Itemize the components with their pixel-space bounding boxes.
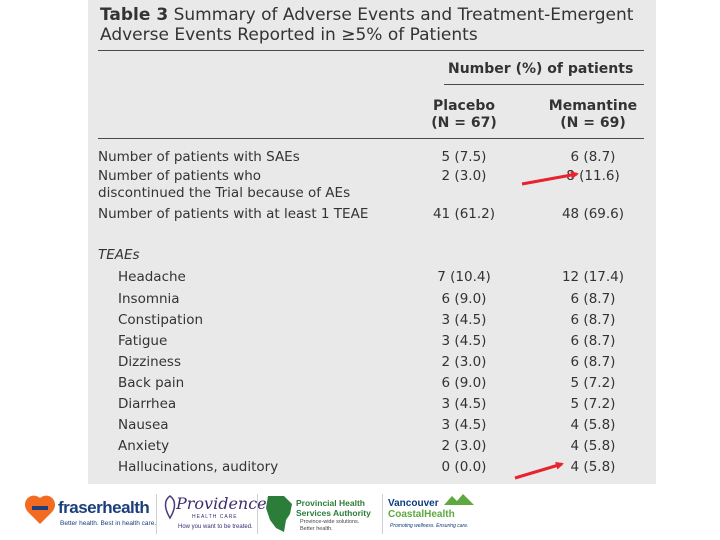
table-title-text: Summary of Adverse Events and Treatment-… <box>173 5 634 25</box>
placebo-value: 6 (9.0) <box>441 375 487 391</box>
memantine-value: 48 (69.6) <box>561 206 625 222</box>
placebo-value: 0 (0.0) <box>441 459 487 475</box>
footer-logos: fraserhealth Better health. Best in heal… <box>0 486 720 540</box>
footer-divider <box>257 494 258 534</box>
memantine-value: 4 (5.8) <box>570 459 616 475</box>
phsa-logo: Provincial Health Services Authority Pro… <box>262 486 378 540</box>
memantine-value: 5 (7.2) <box>570 396 616 412</box>
rule-group <box>444 84 644 85</box>
footer-divider <box>156 494 157 534</box>
fraserhealth-tagline: Better health. Best in health care. <box>60 520 157 527</box>
placebo-n: (N = 67) <box>431 115 497 131</box>
fraserhealth-mark-icon <box>24 495 56 524</box>
row-label: Number of patients who <box>98 168 262 184</box>
placebo-value: 3 (4.5) <box>441 333 487 349</box>
providence-tagline: How you want to be treated. <box>178 524 253 530</box>
memantine-value: 12 (17.4) <box>561 269 625 285</box>
fraserhealth-name: fraserhealth <box>58 498 150 517</box>
teae-row-label: Dizziness <box>118 354 181 370</box>
rule-header <box>98 138 644 139</box>
phsa-tagline1: Province-wide solutions. <box>300 519 360 525</box>
placebo-value: 3 (4.5) <box>441 312 487 328</box>
table-title-line1: Table 3 Summary of Adverse Events and Tr… <box>100 5 633 25</box>
row-label: Number of patients with SAEs <box>98 149 300 165</box>
teae-row-label: Constipation <box>118 312 204 328</box>
teae-row-label: Fatigue <box>118 333 168 349</box>
fraserhealth-logo: fraserhealth Better health. Best in heal… <box>22 486 156 540</box>
phsa-tagline2: Better health. <box>300 526 333 532</box>
teae-row-label: Anxiety <box>118 438 170 454</box>
table-panel: Table 3 Summary of Adverse Events and Tr… <box>88 0 656 484</box>
providence-logo: Providence HEALTH CARE How you want to b… <box>160 486 267 540</box>
memantine-value: 6 (8.7) <box>570 149 616 165</box>
teae-row-label: Nausea <box>118 417 169 433</box>
vch-name-line1: Vancouver <box>388 498 439 509</box>
vch-name-line2: CoastalHealth <box>388 509 455 520</box>
teae-heading: TEAEs <box>98 247 140 263</box>
memantine-value: 4 (5.8) <box>570 417 616 433</box>
phsa-name-line1: Provincial Health <box>296 498 365 508</box>
placebo-header: Placebo <box>433 98 495 114</box>
memantine-value: 6 (8.7) <box>570 333 616 349</box>
teae-row-label: Back pain <box>118 375 185 391</box>
table-number: Table 3 <box>100 5 169 25</box>
table-title-line2: Adverse Events Reported in ≥5% of Patien… <box>100 25 478 45</box>
memantine-value: 8 (11.6) <box>566 168 620 184</box>
teae-row-label: Headache <box>118 269 186 285</box>
placebo-value: 2 (3.0) <box>441 354 487 370</box>
memantine-n: (N = 69) <box>560 115 626 131</box>
placebo-value: 3 (4.5) <box>441 396 487 412</box>
teae-row-label: Insomnia <box>118 291 180 307</box>
providence-sub: HEALTH CARE <box>192 514 238 520</box>
placebo-value: 41 (61.2) <box>432 206 496 222</box>
teae-row-label: Diarrhea <box>118 396 177 412</box>
rule-top <box>98 50 644 51</box>
memantine-value: 6 (8.7) <box>570 312 616 328</box>
footer-divider <box>382 494 383 534</box>
placebo-value: 5 (7.5) <box>441 149 487 165</box>
group-header: Number (%) of patients <box>448 61 634 77</box>
memantine-value: 5 (7.2) <box>570 375 616 391</box>
vch-logo: Vancouver CoastalHealth Promoting wellne… <box>386 486 486 540</box>
memantine-value: 6 (8.7) <box>570 291 616 307</box>
placebo-value: 6 (9.0) <box>441 291 487 307</box>
mountain-icon <box>444 494 474 505</box>
vch-tagline: Promoting wellness. Ensuring care. <box>390 523 469 529</box>
row-label: Number of patients with at least 1 TEAE <box>98 206 369 222</box>
placebo-value: 3 (4.5) <box>441 417 487 433</box>
phsa-name-line2: Services Authority <box>296 508 371 518</box>
placebo-value: 2 (3.0) <box>441 168 487 184</box>
row-label-cont: discontinued the Trial because of AEs <box>98 185 351 201</box>
memantine-header: Memantine <box>548 98 638 114</box>
bc-map-icon <box>266 496 292 532</box>
memantine-value: 6 (8.7) <box>570 354 616 370</box>
providence-name: Providence <box>176 494 267 513</box>
placebo-value: 2 (3.0) <box>441 438 487 454</box>
providence-mark-icon <box>164 495 176 520</box>
placebo-value: 7 (10.4) <box>437 269 491 285</box>
teae-row-label: Hallucinations, auditory <box>118 459 279 475</box>
memantine-value: 4 (5.8) <box>570 438 616 454</box>
